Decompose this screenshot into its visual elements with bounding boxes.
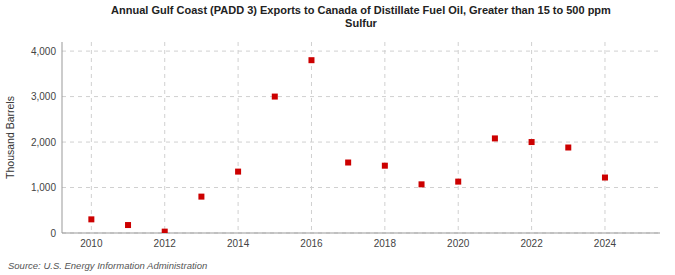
x-grid-line [604,42,605,233]
x-grid-line [531,42,532,233]
point [235,169,241,175]
y-tick-label: 4,000 [31,46,56,57]
point [125,222,131,228]
point [565,145,571,151]
points [88,57,608,233]
tick-labels: 0 1,000 2,000 3,000 4,000 2010 2012 2014 2016 201… [31,46,617,249]
annotation: Source: U.S. Energy Information Administ… [8,260,207,271]
point [419,181,425,187]
y-grid-line [62,96,660,97]
point [529,139,535,145]
point [308,57,314,63]
x-grid-line [458,42,459,233]
x-axis-line [62,233,660,234]
x-grid-line [164,42,165,233]
point [272,94,278,100]
x-grid-line [384,42,385,233]
y-grid-line [62,142,660,143]
x-tick-label: 2020 [447,238,470,249]
grid [62,42,660,233]
point [162,229,168,233]
x-tick-label: 2010 [80,238,103,249]
x-tick-label: 2022 [520,238,543,249]
x-grid-line [91,42,92,233]
point [88,216,94,222]
y-grid-line [62,233,660,234]
point [455,179,461,185]
y-tick-label: 0 [50,228,56,239]
y-tick-label: 3,000 [31,91,56,102]
x-grid-line [311,42,312,233]
x-tick-label: 2024 [594,238,617,249]
x-tick-label: 2016 [300,238,323,249]
point [602,175,608,181]
x-grid-line [238,42,239,233]
point [382,163,388,169]
x-tick-label: 2012 [154,238,177,249]
point [198,194,204,200]
x-tick-label: 2014 [227,238,250,249]
y-tick-label: 2,000 [31,137,56,148]
x-tick-label: 2018 [374,238,397,249]
title: Annual Gulf Coast (PADD 3) Exports to Ca… [111,4,611,29]
point [492,135,498,141]
y-axis-label: Thousand Barrels [4,96,16,179]
point [345,160,351,166]
y-tick-label: 1,000 [31,182,56,193]
chart: Annual Gulf Coast (PADD 3) Exports to Ca… [0,0,675,275]
y-grid-line [62,51,660,52]
y-axis-line [62,42,63,233]
y-grid-line [62,187,660,188]
